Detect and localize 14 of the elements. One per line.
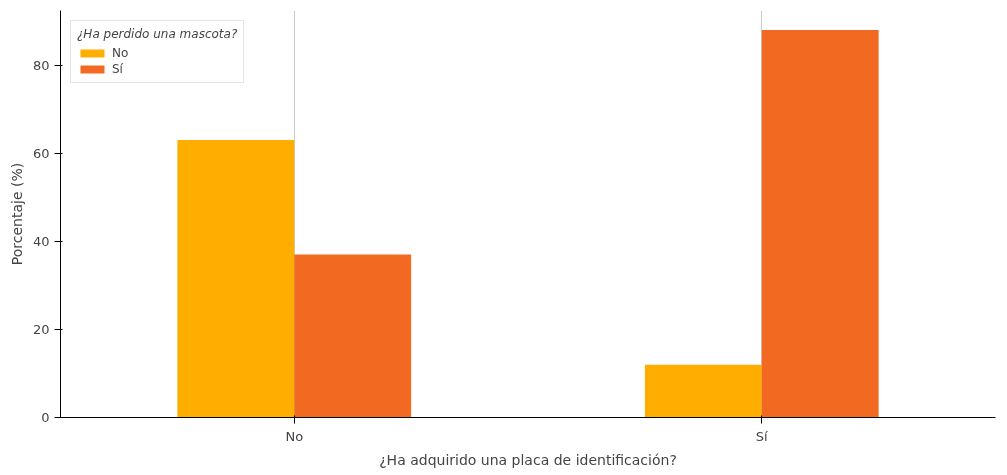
y-tick-label: 0 [41,410,50,425]
y-tick-label: 80 [32,57,50,73]
legend-label: No [112,46,130,60]
x-axis-title: ¿Ha adquirido una placa de identificación? [379,451,677,468]
y-tick-label: 40 [32,233,50,249]
legend-label: Sí [112,62,124,76]
legend-title: ¿Ha perdido una mascota? [77,27,238,41]
bar [177,140,295,418]
bar [294,254,412,418]
bar [644,364,762,418]
y-tick-label: 60 [32,145,50,161]
y-tick-label: 20 [32,321,50,337]
bar [761,29,879,418]
y-axis-title: Porcentaje (%) [8,162,25,266]
